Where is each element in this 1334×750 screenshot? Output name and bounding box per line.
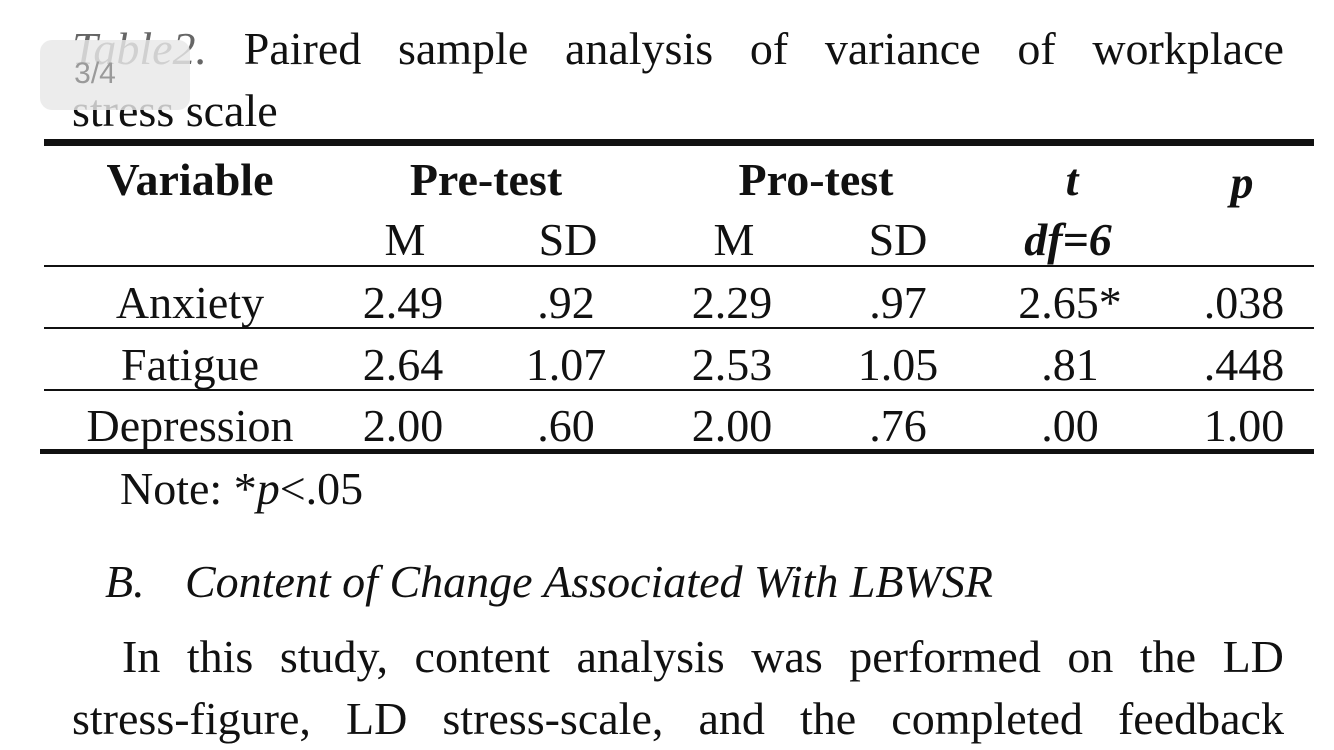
paragraph-word: on <box>1067 631 1114 682</box>
caption-word: of <box>749 23 789 74</box>
paragraph-word: this <box>186 631 254 682</box>
subheader-pro-sd: SD <box>868 214 928 265</box>
caption-word: workplace <box>1092 23 1284 74</box>
note-suffix: <.05 <box>279 463 364 514</box>
note-prefix: Note: * <box>120 463 257 514</box>
cell-pro-m: 2.00 <box>691 400 773 451</box>
note-p: p <box>256 463 280 514</box>
table-caption: Table2. Paired sample analysis of varian… <box>72 18 1284 142</box>
paragraph-word: stress-scale, <box>442 693 664 744</box>
cell-pro-sd: .97 <box>869 277 927 328</box>
paragraph-word: analysis <box>576 631 725 682</box>
table-row-rule <box>44 389 1314 391</box>
header-variable: Variable <box>106 154 274 205</box>
paragraph-word: stress-figure, <box>72 693 311 744</box>
paragraph-word: was <box>751 631 823 682</box>
paragraph-word: completed <box>891 693 1083 744</box>
paragraph-word: the <box>799 693 857 744</box>
subheader-pre-m: M <box>384 214 426 265</box>
caption-word: sample <box>397 23 529 74</box>
header-t: t <box>1065 154 1079 205</box>
cell-variable: Anxiety <box>115 277 265 328</box>
cell-variable: Fatigue <box>121 339 259 390</box>
cell-pro-m: 2.53 <box>691 339 773 390</box>
caption-word: variance <box>824 23 981 74</box>
caption-word: Paired <box>243 23 362 74</box>
subheader-pre-sd: SD <box>538 214 598 265</box>
paragraph-word: LD <box>345 693 408 744</box>
paragraph-word: and <box>698 693 765 744</box>
caption-word: of <box>1017 23 1056 74</box>
cell-variable: Depression <box>86 400 294 451</box>
paragraph-line-1: In this study, content analysis was perf… <box>72 626 1284 688</box>
table-top-rule <box>44 139 1314 146</box>
cell-t: .81 <box>1041 339 1099 390</box>
subheader-pro-m: M <box>713 214 755 265</box>
paragraph-word: In <box>122 631 161 682</box>
cell-pro-sd: .76 <box>869 400 927 451</box>
paragraph-word: LD <box>1222 631 1284 682</box>
cell-pre-m: 2.00 <box>362 400 444 451</box>
caption-line-1: Table2. Paired sample analysis of varian… <box>72 18 1284 80</box>
cell-pre-m: 2.64 <box>362 339 444 390</box>
paragraph-line-2: stress-figure, LD stress-scale, and the … <box>72 688 1284 750</box>
caption-word: analysis <box>564 23 714 74</box>
header-pre-test: Pre-test <box>409 154 563 205</box>
cell-p: .448 <box>1203 339 1285 390</box>
header-pro-test: Pro-test <box>738 154 894 205</box>
cell-t: 2.65* <box>1018 277 1122 328</box>
table-bottom-rule <box>40 449 1314 454</box>
cell-pro-m: 2.29 <box>691 277 773 328</box>
paragraph-word: content <box>414 631 550 682</box>
table-note: Note: *p<.05 <box>120 462 363 515</box>
cell-pre-m: 2.49 <box>362 277 444 328</box>
section-heading: B. Content of Change Associated With LBWS… <box>105 555 993 608</box>
table-header-rule <box>44 265 1314 267</box>
caption-line-2: stress scale <box>72 85 278 136</box>
cell-p: .038 <box>1203 277 1285 328</box>
header-p: p <box>1230 157 1254 208</box>
cell-t: .00 <box>1041 400 1099 451</box>
cell-pre-sd: .60 <box>537 400 595 451</box>
paragraph-word: the <box>1139 631 1197 682</box>
table-row-rule <box>44 327 1314 329</box>
cell-pro-sd: 1.05 <box>857 339 939 390</box>
cell-pre-sd: 1.07 <box>525 339 607 390</box>
subheader-df: df=6 <box>1024 214 1112 265</box>
page-counter-badge: 3/4 <box>40 40 190 110</box>
paragraph-word: performed <box>849 631 1041 682</box>
paragraph-word: feedback <box>1117 693 1284 744</box>
cell-p: 1.00 <box>1203 400 1285 451</box>
section-number: B. <box>105 556 145 607</box>
section-title: Content of Change Associated With LBWSR <box>185 556 993 607</box>
cell-pre-sd: .92 <box>537 277 595 328</box>
paragraph-word: study, <box>279 631 389 682</box>
body-paragraph: In this study, content analysis was perf… <box>72 626 1284 750</box>
